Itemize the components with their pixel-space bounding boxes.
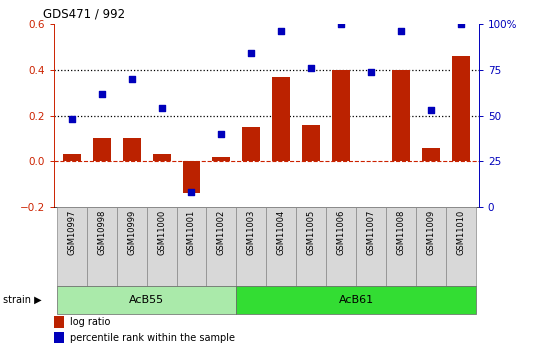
Bar	[392, 70, 410, 161]
Bar	[242, 127, 260, 161]
Text: AcB61: AcB61	[338, 295, 374, 305]
Point	[67, 117, 76, 122]
Bar	[57, 286, 236, 314]
Point	[247, 51, 256, 56]
Bar	[272, 77, 291, 161]
Bar	[266, 207, 296, 286]
Text: GSM11000: GSM11000	[157, 209, 166, 255]
Bar	[236, 286, 476, 314]
Text: GSM11005: GSM11005	[307, 209, 316, 255]
Text: GSM10999: GSM10999	[127, 209, 136, 255]
Bar	[296, 207, 326, 286]
Bar	[153, 155, 171, 161]
Text: GSM11004: GSM11004	[277, 209, 286, 255]
Bar	[326, 207, 356, 286]
Bar	[422, 148, 440, 161]
Bar	[452, 56, 470, 161]
Point	[307, 65, 315, 71]
Text: GDS471 / 992: GDS471 / 992	[43, 8, 125, 21]
Bar	[302, 125, 320, 161]
Text: GSM11007: GSM11007	[366, 209, 376, 255]
Point	[157, 106, 166, 111]
Text: log ratio: log ratio	[70, 317, 110, 327]
Bar	[63, 155, 81, 161]
Point	[277, 29, 286, 34]
Text: GSM11003: GSM11003	[247, 209, 256, 255]
Bar	[207, 207, 236, 286]
Point	[187, 190, 196, 195]
Text: GSM11001: GSM11001	[187, 209, 196, 255]
Bar	[117, 207, 146, 286]
Bar	[54, 332, 65, 344]
Bar	[54, 316, 65, 328]
Bar	[87, 207, 117, 286]
Point	[217, 131, 226, 137]
Bar	[332, 70, 350, 161]
Text: GSM11006: GSM11006	[337, 209, 345, 255]
Text: GSM11009: GSM11009	[427, 209, 435, 255]
Bar	[123, 138, 140, 161]
Bar	[93, 138, 111, 161]
Point	[97, 91, 106, 96]
Bar	[386, 207, 416, 286]
Bar	[213, 157, 230, 161]
Point	[337, 21, 345, 27]
Bar	[182, 161, 201, 193]
Bar	[176, 207, 207, 286]
Text: GSM11008: GSM11008	[397, 209, 406, 255]
Text: percentile rank within the sample: percentile rank within the sample	[70, 333, 235, 343]
Text: GSM10998: GSM10998	[97, 209, 106, 255]
Bar	[446, 207, 476, 286]
Point	[367, 69, 376, 75]
Point	[128, 76, 136, 82]
Point	[457, 21, 465, 27]
Bar	[146, 207, 176, 286]
Bar	[416, 207, 446, 286]
Text: strain ▶: strain ▶	[3, 295, 41, 305]
Bar	[57, 207, 87, 286]
Bar	[356, 207, 386, 286]
Text: GSM10997: GSM10997	[67, 209, 76, 255]
Text: GSM11002: GSM11002	[217, 209, 226, 255]
Point	[397, 29, 405, 34]
Text: GSM11010: GSM11010	[456, 209, 465, 255]
Bar	[236, 207, 266, 286]
Point	[427, 107, 435, 113]
Text: AcB55: AcB55	[129, 295, 164, 305]
